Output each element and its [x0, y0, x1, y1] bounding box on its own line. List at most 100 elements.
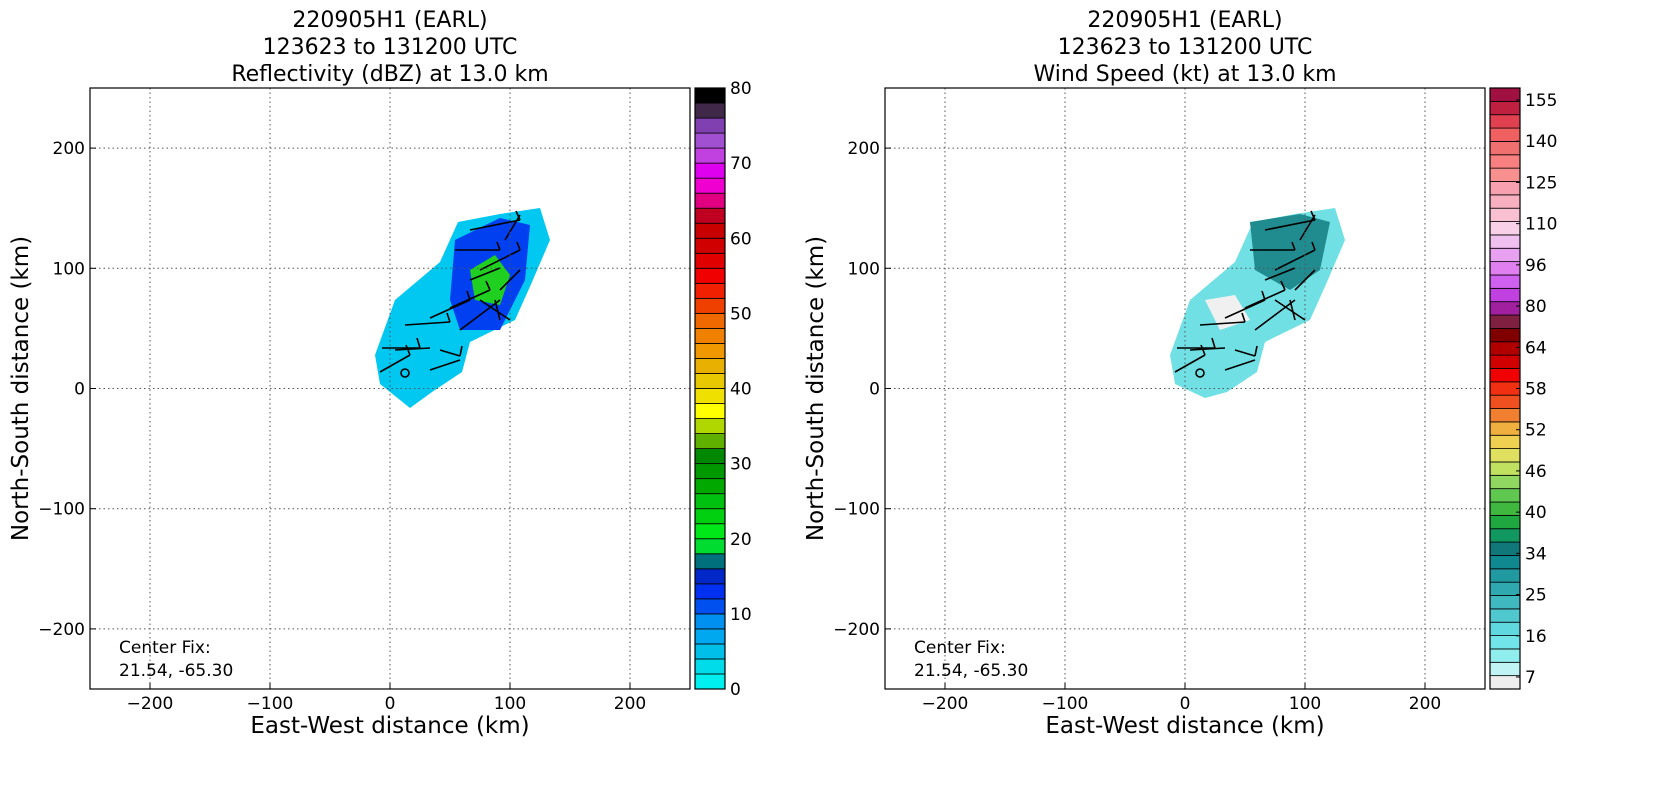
colorbar-cell	[694, 583, 726, 600]
colorbar-cell	[694, 358, 726, 374]
colorbar-label: 155	[1525, 91, 1557, 111]
colorbar-cell	[1489, 141, 1521, 156]
chart-title: Reflectivity (dBZ) at 13.0 km	[231, 62, 548, 87]
colorbar-cell	[694, 673, 726, 690]
colorbar-cell	[694, 327, 726, 344]
colorbar-cell	[694, 568, 726, 585]
plot-frame	[884, 87, 1486, 690]
colorbar-cell	[694, 147, 726, 164]
colorbar-cell	[1489, 114, 1521, 129]
colorbar-cell	[694, 312, 726, 329]
colorbar-cell	[694, 117, 726, 134]
colorbar-label: 60	[730, 229, 752, 249]
colorbar-cell	[1489, 194, 1521, 209]
colorbar-cell	[694, 613, 726, 630]
data-field	[1170, 208, 1345, 398]
colorbar-cell	[694, 237, 726, 254]
x-tick-label: 0	[385, 694, 396, 714]
colorbar-cell	[1489, 595, 1521, 610]
chart-title: 220905H1 (EARL)	[1087, 8, 1282, 33]
colorbar-label: 96	[1525, 256, 1547, 276]
y-tick-label: 0	[74, 380, 85, 400]
colorbar-cell	[694, 343, 726, 359]
x-axis-label: East-West distance (km)	[250, 713, 529, 739]
colorbar-label: 140	[1525, 132, 1557, 152]
colorbar-cell	[1489, 314, 1521, 329]
chart-title: 123623 to 131200 UTC	[1058, 35, 1313, 60]
colorbar-label: 70	[730, 154, 752, 174]
y-tick-label: 100	[848, 259, 880, 279]
colorbar-label: 40	[730, 380, 752, 400]
colorbar-label: 50	[730, 304, 752, 324]
colorbar-cell	[1489, 234, 1521, 249]
colorbar-cell	[1489, 661, 1521, 677]
colorbar-cell	[694, 523, 726, 540]
x-tick-label: −200	[127, 694, 174, 714]
colorbar-label: 34	[1525, 544, 1547, 564]
colorbar-cell	[694, 207, 726, 224]
y-tick-label: 200	[53, 139, 85, 159]
colorbar-cell	[1489, 608, 1521, 623]
colorbar-label: 0	[730, 680, 741, 700]
colorbar-cell	[1489, 421, 1521, 436]
y-tick-label: 0	[869, 380, 880, 400]
colorbar-label: 25	[1525, 586, 1547, 606]
colorbar-cell	[1489, 514, 1521, 530]
colorbar-cell	[1489, 675, 1521, 690]
y-tick-label: −200	[38, 620, 85, 640]
x-tick-label: −200	[922, 694, 969, 714]
colorbar-label: 16	[1525, 627, 1547, 647]
y-axis-label: North-South distance (km)	[803, 236, 829, 541]
x-tick-label: −100	[247, 694, 294, 714]
colorbar-label: 125	[1525, 173, 1557, 193]
colorbar-cell	[1489, 247, 1521, 263]
colorbar-label: 58	[1525, 380, 1547, 400]
colorbar-label: 110	[1525, 215, 1557, 235]
colorbar-cell	[1489, 568, 1521, 583]
colorbar-label: 80	[730, 79, 752, 99]
colorbar-cell	[1489, 461, 1521, 476]
y-tick-label: 100	[53, 259, 85, 279]
colorbar-cell	[694, 267, 726, 284]
chart-title: Wind Speed (kt) at 13.0 km	[1033, 62, 1336, 87]
y-tick-label: −100	[38, 500, 85, 520]
colorbar-cell	[1489, 434, 1521, 450]
colorbar-cell	[1489, 341, 1521, 356]
colorbar-cell	[1489, 127, 1521, 142]
colorbar-cell	[694, 463, 726, 480]
colorbar-cell	[1489, 368, 1521, 383]
colorbar-cell	[1489, 474, 1521, 490]
colorbar-label: 20	[730, 530, 752, 550]
colorbar-cell	[694, 433, 726, 450]
colorbar-cell	[1489, 488, 1521, 503]
colorbar-cell	[1489, 528, 1521, 543]
x-tick-label: 100	[1289, 694, 1321, 714]
colorbar-cell	[1489, 287, 1521, 303]
colorbar-cell	[1489, 207, 1521, 222]
x-tick-label: 100	[494, 694, 526, 714]
colorbar-cell	[1489, 448, 1521, 463]
colorbar-cell	[1489, 167, 1521, 182]
colorbar-label: 64	[1525, 338, 1547, 358]
colorbar-cell	[694, 102, 726, 119]
colorbar-cell	[1489, 648, 1521, 663]
center-fix: Center Fix:	[914, 638, 1006, 658]
colorbar-label: 40	[1525, 503, 1547, 523]
center-fix: Center Fix:	[119, 638, 211, 658]
colorbar-cell	[1489, 221, 1521, 236]
colorbar-cell	[694, 162, 726, 179]
colorbar-cell	[1489, 635, 1521, 650]
colorbar-label: 80	[1525, 297, 1547, 317]
colorbar-cell	[694, 373, 726, 389]
colorbar-label: 46	[1525, 462, 1547, 482]
x-axis-label: East-West distance (km)	[1045, 713, 1324, 739]
x-tick-label: 200	[614, 694, 646, 714]
colorbar-cell	[694, 508, 726, 525]
colorbar-label: 52	[1525, 421, 1547, 441]
colorbar-cell	[694, 478, 726, 495]
colorbar-cell	[694, 297, 726, 314]
colorbar-cell	[1489, 621, 1521, 636]
chart-title: 220905H1 (EARL)	[292, 8, 487, 33]
colorbar-label: 30	[730, 455, 752, 475]
